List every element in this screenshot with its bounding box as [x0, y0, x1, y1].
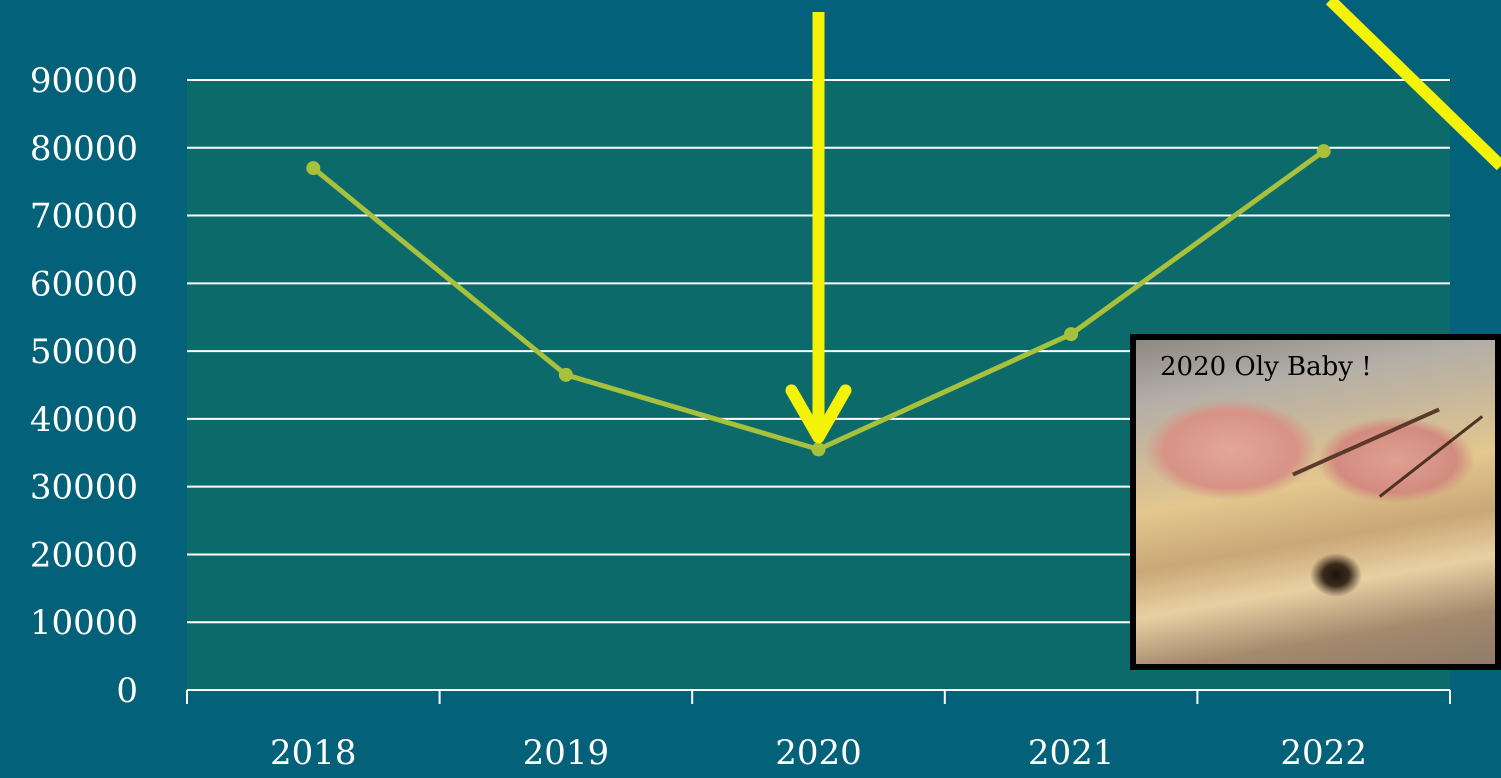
- x-tick-label: 2022: [1280, 733, 1367, 773]
- x-axis: [187, 690, 1450, 704]
- y-tick-label: 10000: [30, 603, 138, 643]
- oyster-photo: 2020 Oly Baby !: [1130, 334, 1501, 670]
- y-axis-tick-labels: 0 10000 20000 30000 40000 50000 60000 70000 8000…: [30, 61, 138, 711]
- x-tick-label: 2019: [523, 733, 610, 773]
- photo-caption: 2020 Oly Baby !: [1160, 352, 1372, 382]
- data-point: [1064, 327, 1078, 341]
- data-point: [559, 368, 573, 382]
- y-tick-label: 0: [116, 671, 138, 711]
- y-tick-label: 50000: [30, 332, 138, 372]
- x-tick-label: 2021: [1028, 733, 1115, 773]
- data-point: [812, 442, 826, 456]
- y-tick-label: 70000: [30, 197, 138, 237]
- y-tick-label: 40000: [30, 400, 138, 440]
- data-point: [306, 161, 320, 175]
- x-tick-label: 2018: [270, 733, 357, 773]
- y-tick-label: 60000: [30, 264, 138, 304]
- y-tick-label: 20000: [30, 535, 138, 575]
- y-tick-label: 30000: [30, 468, 138, 508]
- y-tick-label: 80000: [30, 129, 138, 169]
- x-axis-tick-labels: 2018 2019 2020 2021 2022: [270, 733, 1367, 773]
- y-tick-label: 90000: [30, 61, 138, 101]
- x-tick-label: 2020: [775, 733, 862, 773]
- data-point: [1317, 144, 1331, 158]
